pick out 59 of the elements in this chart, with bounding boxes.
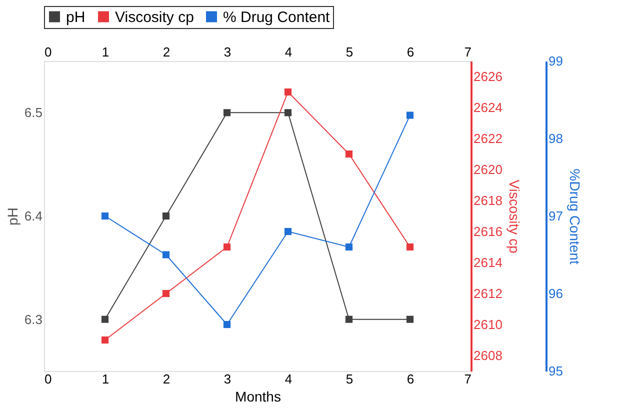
y3-tick-label: 97: [548, 208, 563, 224]
x2-tick-label: 5: [346, 44, 354, 60]
x-tick-label: 1: [102, 372, 110, 386]
y-axis-title: pH: [4, 208, 20, 226]
legend-label: pH: [66, 8, 86, 26]
y-tick-label: 6.4: [24, 208, 42, 224]
point: [101, 336, 109, 344]
point: [223, 109, 231, 116]
x-axis-title: Months: [235, 388, 281, 404]
point: [101, 212, 109, 220]
x2-tick-label: 1: [102, 44, 110, 60]
point: [284, 109, 292, 116]
point: [345, 150, 353, 158]
point: [101, 316, 109, 323]
point: [406, 243, 414, 251]
y2-axis-title: Viscosity cp: [506, 180, 522, 254]
x-tick-label: 2: [162, 372, 170, 386]
y2-tick-label: 2610: [474, 317, 502, 332]
x2-tick-label: 3: [224, 44, 232, 60]
y3-tick-label: 95: [548, 364, 563, 378]
x-tick-label: 5: [346, 372, 354, 386]
point: [162, 212, 170, 220]
x2-tick-label: 2: [162, 44, 170, 60]
y2-tick-label: 2618: [474, 193, 502, 208]
y2-tick-label: 2608: [474, 348, 502, 363]
y2-tick-label: 2614: [474, 255, 502, 270]
x-tick-label: 0: [44, 372, 52, 386]
y3-tick-label: 98: [548, 131, 563, 146]
point: [223, 320, 231, 328]
y2-tick-label: 2626: [474, 69, 502, 84]
y3-axis-title: %Drug Content: [566, 168, 583, 264]
y-tick-label: 6.3: [24, 312, 42, 327]
point: [406, 316, 414, 323]
y2-tick-label: 2616: [474, 224, 502, 239]
x-tick-label: 6: [406, 372, 414, 386]
legend-label: Viscosity cp: [115, 8, 194, 26]
x-tick-label: 7: [464, 372, 472, 386]
y-tick-label: 6.5: [24, 105, 42, 120]
x-tick-label: 4: [284, 372, 292, 386]
x2-tick-label: 6: [406, 44, 414, 60]
x-tick-label: 3: [224, 372, 232, 386]
legend-label: % Drug Content: [223, 8, 331, 26]
point: [162, 251, 170, 258]
y2-tick-label: 2622: [474, 131, 502, 146]
point: [345, 316, 353, 323]
point: [223, 243, 231, 251]
x2-tick-label: 4: [284, 44, 292, 60]
y3-tick-label: 96: [548, 286, 563, 301]
y2-tick-label: 2624: [474, 100, 502, 115]
point: [345, 243, 353, 251]
y2-tick-label: 2620: [474, 162, 502, 177]
point: [284, 88, 292, 96]
x2-tick-label: 0: [44, 44, 52, 60]
point: [406, 112, 414, 119]
point: [162, 290, 170, 298]
y2-tick-label: 2612: [474, 286, 502, 301]
x2-tick-label: 7: [464, 44, 472, 60]
y3-tick-label: 99: [548, 54, 563, 68]
point: [284, 228, 292, 236]
